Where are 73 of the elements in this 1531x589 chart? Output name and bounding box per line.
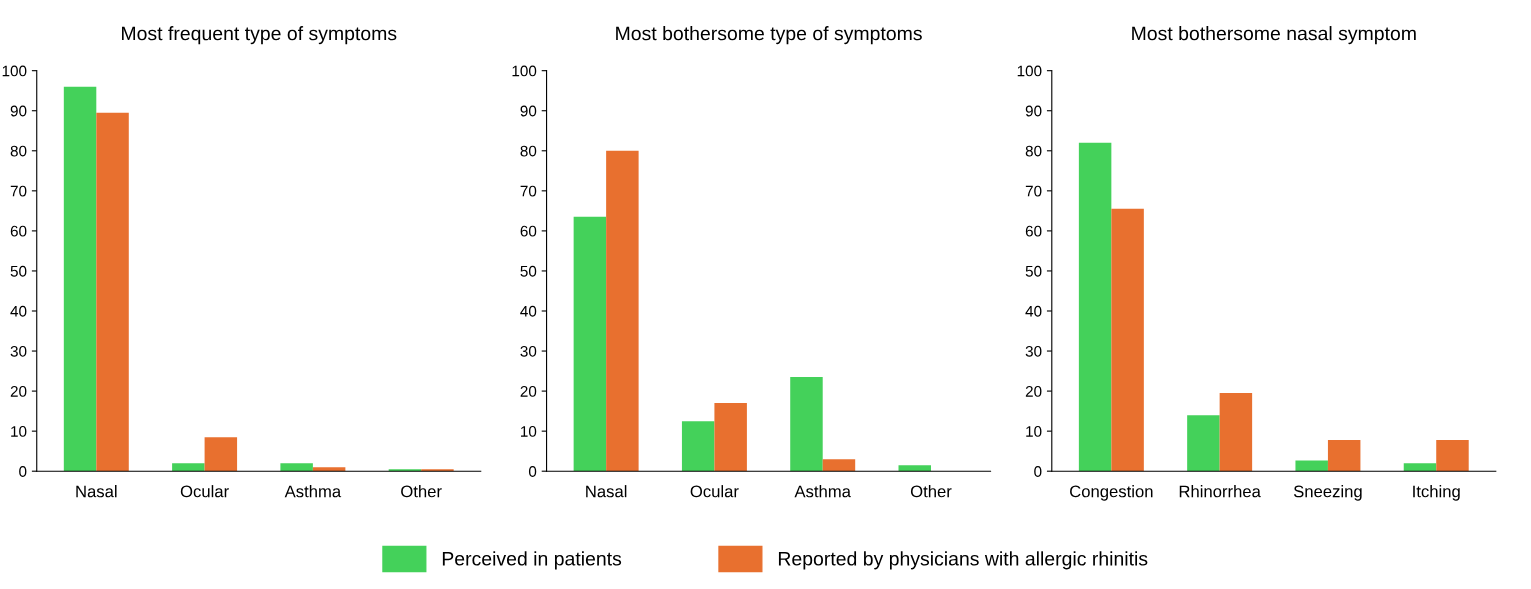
bar xyxy=(1436,439,1469,472)
x-tick-label: Asthma xyxy=(794,485,851,498)
y-tick-label: 0 xyxy=(19,466,27,477)
bar xyxy=(280,463,313,472)
bar xyxy=(1078,142,1112,472)
x-tick-label: Rhinorrhea xyxy=(1179,485,1261,498)
bar xyxy=(1111,208,1144,472)
y-tick-label: 50 xyxy=(10,265,27,277)
y-tick-label: 40 xyxy=(10,305,27,317)
y-tick-label: 40 xyxy=(1025,305,1042,317)
y-tick-label: 90 xyxy=(1025,105,1042,117)
bar xyxy=(96,112,129,472)
legend-label: Perceived in patients xyxy=(442,551,622,570)
y-tick-label: 30 xyxy=(1025,345,1042,357)
x-tick-label: Congestion xyxy=(1070,485,1153,501)
bar xyxy=(63,86,97,472)
y-tick-label: 100 xyxy=(1017,65,1042,77)
bar xyxy=(1327,439,1361,472)
y-tick-label: 60 xyxy=(1025,225,1042,237)
x-tick-label: Other xyxy=(910,485,952,498)
bar xyxy=(204,437,238,472)
y-tick-label: 10 xyxy=(11,426,27,437)
legend-label: Reported by physicians with allergic rhinitis xyxy=(778,551,1148,570)
y-tick-label: 90 xyxy=(10,105,27,117)
x-tick-label: Nasal xyxy=(76,485,117,498)
x-tick-label: Other xyxy=(401,485,442,498)
bar xyxy=(421,469,454,472)
chart-title: Most bothersome nasal symptom xyxy=(1132,26,1416,45)
bar xyxy=(388,469,422,472)
y-tick-label: 80 xyxy=(520,145,537,157)
y-tick-label: 30 xyxy=(520,345,537,357)
y-tick-label: 30 xyxy=(10,345,27,357)
y-tick-label: 80 xyxy=(10,145,27,157)
y-tick-label: 60 xyxy=(520,225,537,237)
x-tick-label: Ocular xyxy=(690,485,739,498)
x-tick-label: Asthma xyxy=(284,485,342,498)
y-tick-label: 40 xyxy=(520,305,537,317)
y-tick-label: 20 xyxy=(520,385,537,397)
y-tick-label: 100 xyxy=(2,65,27,77)
y-tick-label: 0 xyxy=(1034,466,1042,477)
chart-title: Most bothersome type of symptoms xyxy=(616,26,922,45)
x-tick-label: Ocular xyxy=(180,485,229,498)
bar xyxy=(172,463,205,472)
x-tick-label: Itching xyxy=(1413,485,1460,501)
y-tick-label: 10 xyxy=(1026,426,1042,437)
x-tick-label: Nasal xyxy=(586,485,627,498)
bar xyxy=(1219,393,1253,472)
bar xyxy=(898,465,931,472)
bar xyxy=(714,403,747,472)
x-tick-label: Sneezing xyxy=(1293,485,1362,501)
y-tick-label: 70 xyxy=(520,185,537,197)
y-tick-label: 80 xyxy=(1025,145,1042,157)
y-tick-label: 90 xyxy=(520,105,537,117)
bar xyxy=(822,459,856,472)
y-tick-label: 50 xyxy=(1025,265,1042,277)
bar xyxy=(573,216,607,472)
y-tick-label: 0 xyxy=(528,466,537,477)
y-tick-label: 20 xyxy=(10,385,27,397)
bar xyxy=(790,377,823,472)
y-tick-label: 20 xyxy=(1025,385,1042,397)
y-tick-label: 70 xyxy=(1025,185,1042,197)
y-tick-label: 60 xyxy=(10,225,27,237)
bar xyxy=(1403,463,1437,472)
bar xyxy=(681,421,715,472)
y-tick-label: 50 xyxy=(520,265,537,277)
bar xyxy=(312,467,346,472)
y-tick-label: 70 xyxy=(10,185,27,197)
y-tick-label: 100 xyxy=(512,65,537,77)
bar xyxy=(1187,415,1220,472)
y-tick-label: 10 xyxy=(521,426,537,437)
bar xyxy=(606,150,639,472)
bar xyxy=(1295,460,1328,472)
chart-title: Most frequent type of symptoms xyxy=(122,26,397,45)
